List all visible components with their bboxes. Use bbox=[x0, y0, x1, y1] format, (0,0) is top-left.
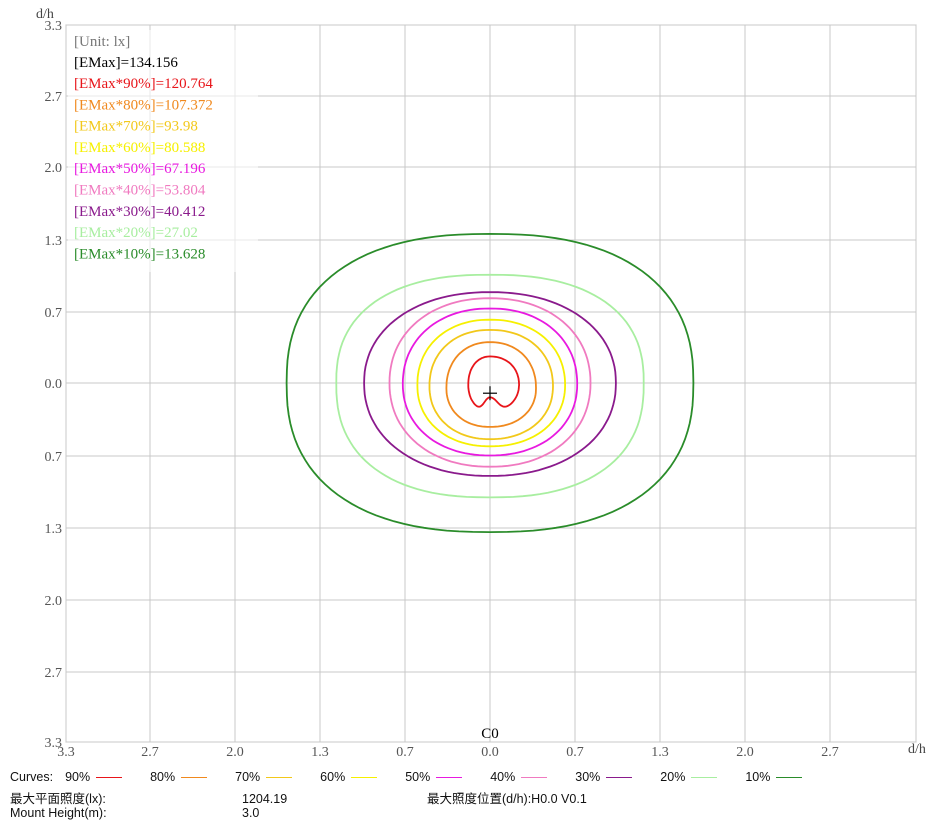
curve-legend-item: 80% bbox=[150, 770, 235, 784]
curve-legend-swatch bbox=[521, 776, 548, 778]
unit-note: [Unit: lx] bbox=[74, 34, 130, 50]
curve-legend-pct: 50% bbox=[405, 770, 431, 784]
curve-legend-swatch bbox=[181, 776, 208, 778]
isolux-curves bbox=[285, 232, 695, 534]
legend-entry-30: [EMax*30%]=40.412 bbox=[74, 204, 205, 220]
isolux-curve-80 bbox=[445, 341, 537, 428]
isolux-curve-20 bbox=[335, 273, 645, 499]
x-axis-unit-label: d/h bbox=[908, 742, 926, 757]
curve-legend-item: 30% bbox=[575, 770, 660, 784]
chart-legend: [Unit: lx] [EMax]=134.156 [EMax*90%]=120… bbox=[68, 30, 258, 272]
legend-entry-50: [EMax*50%]=67.196 bbox=[74, 161, 206, 177]
legend-entry-60: [EMax*60%]=80.588 bbox=[74, 140, 205, 156]
curve-legend-item: 60% bbox=[320, 770, 405, 784]
curve-legend-pct: 40% bbox=[490, 770, 516, 784]
curve-legend-swatch bbox=[606, 776, 633, 778]
curve-legend-item: 50% bbox=[405, 770, 490, 784]
y-tick-label: 2.0 bbox=[45, 161, 63, 176]
curve-legend-swatch bbox=[776, 776, 803, 778]
mount-height-row: Mount Height(m): 3.0 bbox=[10, 806, 427, 820]
curve-legend-item: 20% bbox=[660, 770, 745, 784]
curve-legend-pct: 80% bbox=[150, 770, 176, 784]
curve-legend-swatch bbox=[96, 776, 123, 778]
curve-legend-pct: 30% bbox=[575, 770, 601, 784]
curve-legend-item: 10% bbox=[745, 770, 830, 784]
curve-legend-pct: 70% bbox=[235, 770, 261, 784]
curve-legend-swatch bbox=[436, 776, 463, 778]
curve-legend-swatch bbox=[691, 776, 718, 778]
y-tick-label: 2.7 bbox=[45, 666, 63, 681]
mount-height-value: 3.0 bbox=[242, 806, 260, 820]
max-illuminance-value: 1204.19 bbox=[242, 792, 288, 806]
max-illuminance-row: 最大平面照度(lx): 1204.19 最大照度位置(d/h):H0.0 V0.1 bbox=[10, 788, 587, 807]
isolux-curve-10 bbox=[285, 232, 695, 534]
legend-entry-70: [EMax*70%]=93.98 bbox=[74, 119, 198, 135]
emax-label: [EMax]=134.156 bbox=[74, 55, 178, 71]
curve-legend-pct: 90% bbox=[65, 770, 91, 784]
x-tick-label: 0.7 bbox=[396, 745, 414, 760]
y-axis-unit-label: d/h bbox=[36, 7, 54, 22]
curve-legend-item: 70% bbox=[235, 770, 320, 784]
isolux-curve-50 bbox=[401, 307, 579, 457]
curve-legend-item: 40% bbox=[490, 770, 575, 784]
x-tick-label: 1.3 bbox=[311, 745, 329, 760]
c-plane-label: C0 bbox=[481, 726, 499, 742]
center-marker bbox=[483, 386, 497, 401]
y-tick-label: 3.3 bbox=[45, 19, 63, 34]
axis-ticks: 3.3 2.7 2.0 1.3 0.7 0.0 0.7 1.3 2.0 2.7 3.3 2.7 2.0 1… bbox=[45, 19, 839, 760]
curve-legend-item: 90% bbox=[65, 770, 150, 784]
isolux-curve-60 bbox=[416, 318, 567, 448]
isolux-curve-70 bbox=[428, 328, 554, 441]
y-tick-label: 1.3 bbox=[45, 234, 63, 249]
curve-legend-swatch bbox=[266, 776, 293, 778]
max-illuminance-label: 最大平面照度(lx): bbox=[10, 792, 106, 806]
x-tick-label: 2.7 bbox=[141, 745, 159, 760]
legend-entry-10: [EMax*10%]=13.628 bbox=[74, 246, 205, 262]
y-tick-label: 0.0 bbox=[45, 377, 63, 392]
x-tick-label: 0.0 bbox=[481, 745, 499, 760]
y-tick-label: 1.3 bbox=[45, 522, 63, 537]
max-position-label: 最大照度位置(d/h):H0.0 V0.1 bbox=[427, 792, 587, 806]
curve-legend-pct: 10% bbox=[745, 770, 771, 784]
x-tick-label: 1.3 bbox=[651, 745, 669, 760]
x-tick-label: 0.7 bbox=[566, 745, 584, 760]
legend-entry-20: [EMax*20%]=27.02 bbox=[74, 225, 198, 241]
curves-legend-row: Curves: 90% 80% 70% 60% 50% 40% 30% 20% 10% bbox=[10, 770, 910, 784]
x-tick-label: 2.7 bbox=[821, 745, 839, 760]
mount-height-label: Mount Height(m): bbox=[10, 806, 107, 820]
isolux-chart: 3.3 2.7 2.0 1.3 0.7 0.0 0.7 1.3 2.0 2.7 3.3 2.7 2.0 1… bbox=[36, 7, 926, 760]
x-tick-label: 2.0 bbox=[226, 745, 244, 760]
y-tick-label: 0.7 bbox=[45, 306, 63, 321]
curves-label: Curves: bbox=[10, 770, 54, 784]
x-tick-label: 2.0 bbox=[736, 745, 754, 760]
legend-entry-40: [EMax*40%]=53.804 bbox=[74, 183, 206, 199]
curve-legend-pct: 60% bbox=[320, 770, 346, 784]
x-tick-label: 3.3 bbox=[57, 745, 75, 760]
isolux-curve-40 bbox=[388, 297, 592, 468]
curve-items: 90% 80% 70% 60% 50% 40% 30% 20% 10% bbox=[65, 770, 830, 784]
isolux-curve-30 bbox=[363, 291, 617, 477]
y-tick-label: 3.3 bbox=[45, 736, 63, 751]
legend-entry-90: [EMax*90%]=120.764 bbox=[74, 76, 213, 92]
curve-legend-pct: 20% bbox=[660, 770, 686, 784]
y-tick-label: 2.7 bbox=[45, 90, 63, 105]
legend-entry-80: [EMax*80%]=107.372 bbox=[74, 97, 213, 113]
isolux-curve-90 bbox=[467, 355, 521, 408]
y-tick-label: 2.0 bbox=[45, 594, 63, 609]
curve-legend-swatch bbox=[351, 776, 378, 778]
y-tick-label: 0.7 bbox=[45, 450, 63, 465]
